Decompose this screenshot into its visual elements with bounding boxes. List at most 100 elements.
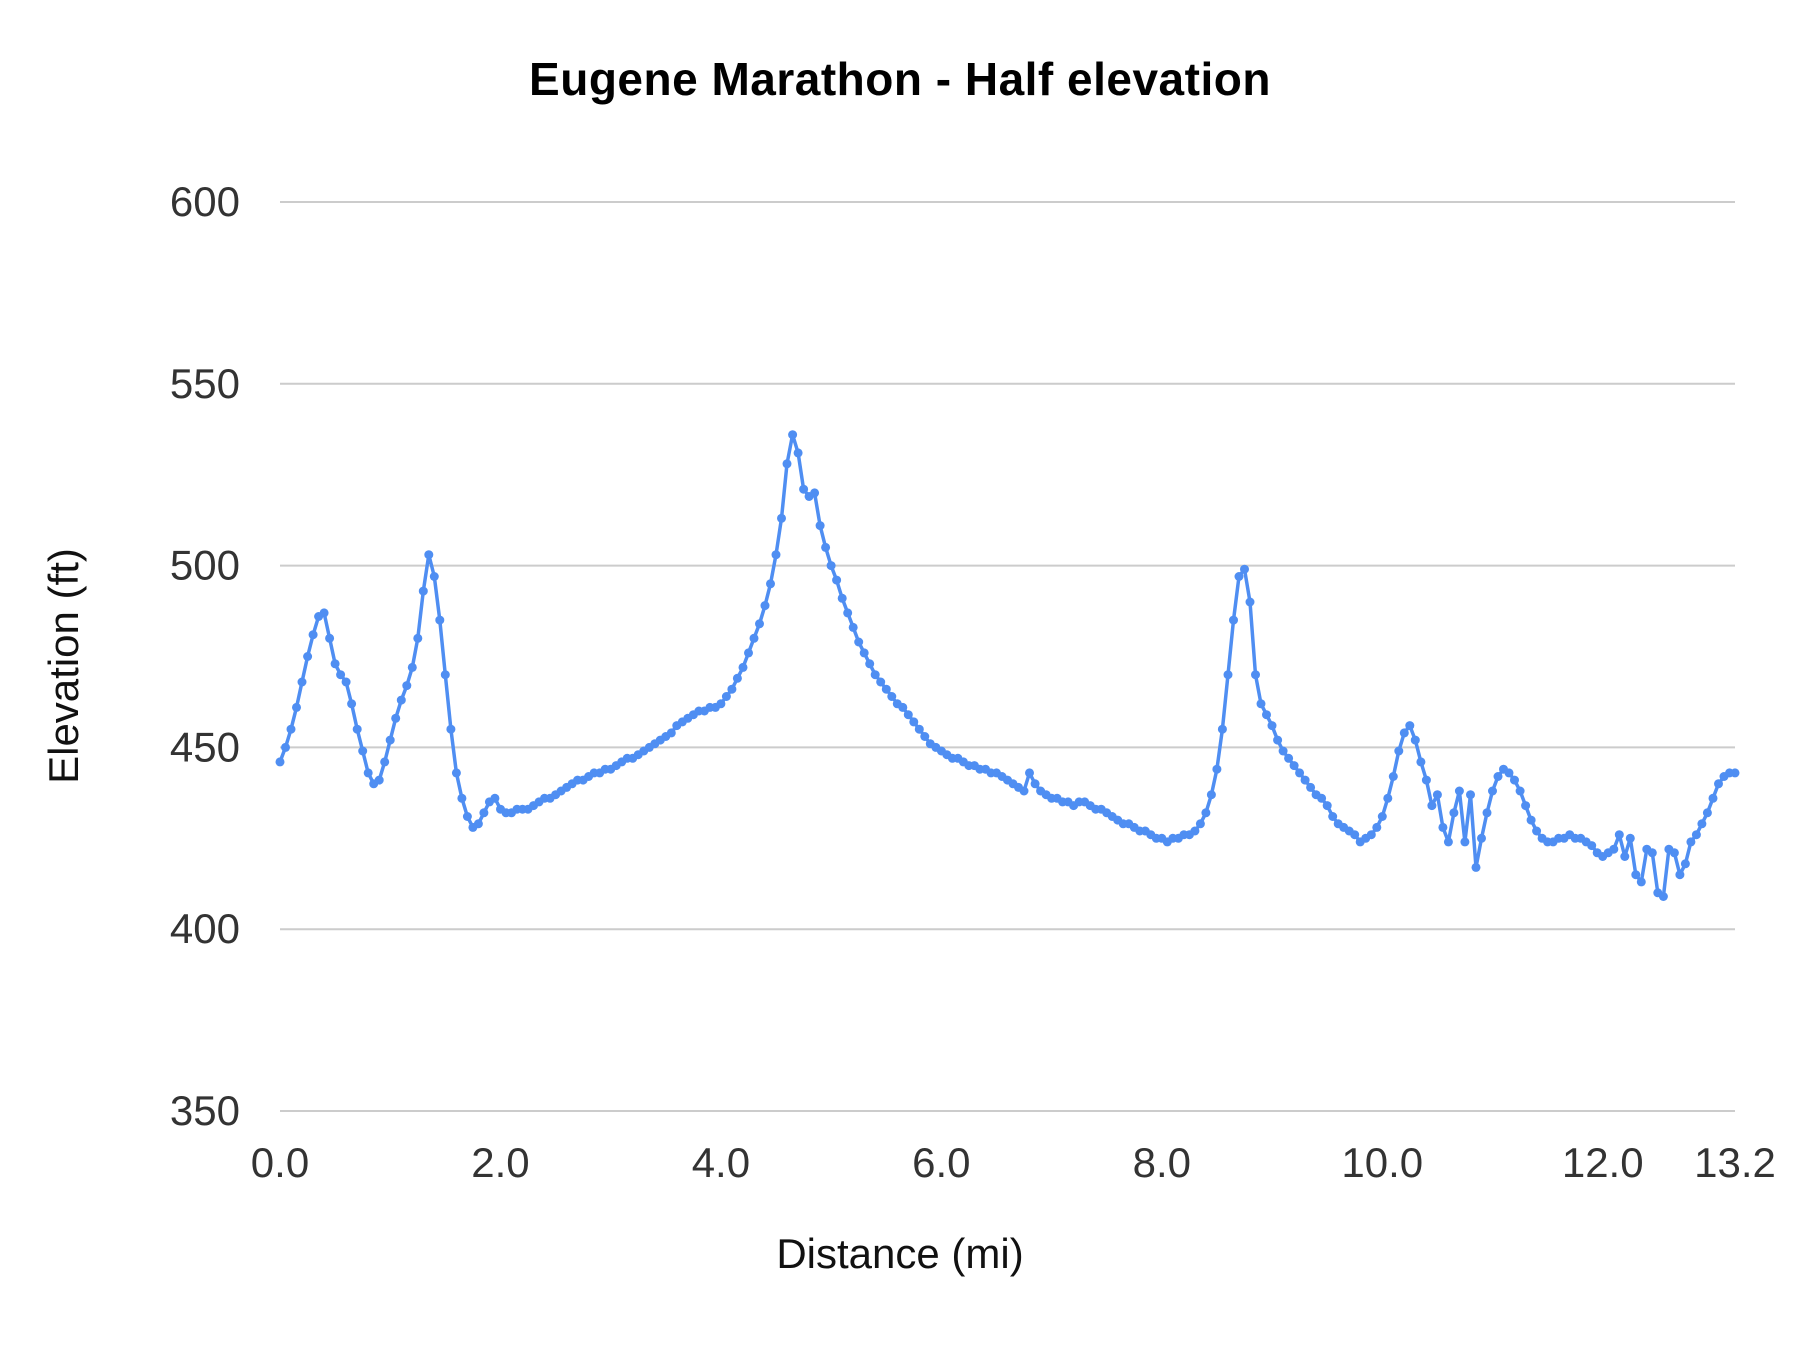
x-tick-label: 4.0 <box>692 1139 750 1186</box>
data-point <box>297 677 307 687</box>
data-point <box>810 488 820 498</box>
data-point <box>732 673 742 683</box>
data-point <box>1620 852 1630 861</box>
data-point <box>1488 786 1497 796</box>
data-point <box>876 677 886 687</box>
data-point <box>319 608 329 618</box>
data-point <box>1443 837 1453 847</box>
data-point <box>1223 670 1233 680</box>
data-point <box>286 724 296 734</box>
data-point <box>1515 786 1525 796</box>
data-point <box>1460 837 1470 847</box>
data-point <box>1675 870 1685 880</box>
data-point <box>352 724 362 734</box>
data-point <box>385 735 395 745</box>
chart-title: Eugene Marathon - Half elevation <box>529 53 1271 105</box>
data-point <box>1295 768 1305 778</box>
y-tick-label: 450 <box>170 723 240 770</box>
data-point <box>1680 859 1690 869</box>
y-tick-label: 500 <box>170 542 240 589</box>
data-point <box>281 742 290 752</box>
data-point <box>1504 768 1514 778</box>
data-point <box>1636 877 1646 887</box>
data-point <box>1691 830 1701 840</box>
data-point <box>347 699 357 709</box>
data-point <box>1697 819 1707 829</box>
data-point <box>325 633 335 643</box>
data-point <box>413 633 423 643</box>
data-point <box>1702 808 1712 818</box>
data-point <box>721 692 731 701</box>
data-point <box>1251 670 1260 680</box>
data-point <box>1206 790 1216 800</box>
data-point <box>308 630 318 640</box>
data-point <box>1019 786 1029 796</box>
data-point <box>1394 746 1404 756</box>
data-point <box>815 521 825 531</box>
data-point <box>402 681 412 691</box>
data-point <box>1714 779 1723 789</box>
x-tick-label: 10.0 <box>1341 1139 1423 1186</box>
data-point <box>865 659 875 669</box>
x-tick-label: 13.2 <box>1694 1139 1776 1186</box>
x-tick-label: 6.0 <box>912 1139 970 1186</box>
data-point <box>1410 735 1420 745</box>
data-point <box>1658 892 1668 901</box>
data-point <box>391 713 401 723</box>
data-point <box>666 728 676 738</box>
data-point <box>1377 812 1387 821</box>
data-point <box>490 793 500 803</box>
data-point <box>1631 870 1641 880</box>
data-point <box>1317 793 1327 803</box>
y-tick-label: 600 <box>170 178 240 225</box>
y-tick-label: 550 <box>170 360 240 407</box>
data-point <box>303 652 313 661</box>
data-point <box>435 615 445 625</box>
data-point <box>920 732 930 741</box>
data-point <box>1273 735 1283 745</box>
data-point <box>473 819 483 829</box>
data-point <box>457 793 467 803</box>
data-point <box>1256 699 1266 709</box>
data-point <box>1366 830 1376 840</box>
data-point <box>826 561 836 571</box>
data-point <box>424 550 434 560</box>
data-point <box>1383 793 1393 803</box>
data-point <box>330 659 340 669</box>
data-point <box>1614 830 1624 840</box>
data-point <box>380 757 390 767</box>
x-tick-label: 12.0 <box>1562 1139 1644 1186</box>
data-point <box>418 586 428 596</box>
data-point <box>1432 790 1442 800</box>
data-point <box>275 757 285 767</box>
data-point <box>903 710 913 720</box>
data-point <box>1449 808 1459 818</box>
data-point <box>749 633 759 643</box>
data-point <box>440 670 450 680</box>
x-tick-labels: 0.0 2.0 4.0 6.0 8.0 10.0 12.0 13.2 <box>251 1139 1776 1186</box>
data-point <box>1421 775 1431 785</box>
data-point <box>1030 779 1040 789</box>
data-point <box>1625 833 1635 843</box>
data-point <box>870 670 880 680</box>
data-point <box>1262 710 1271 720</box>
data-point <box>1322 801 1332 811</box>
data-point <box>1388 772 1398 781</box>
y-tick-label: 400 <box>170 905 240 952</box>
data-point <box>1471 862 1481 872</box>
x-tick-label: 8.0 <box>1133 1139 1191 1186</box>
data-point <box>859 648 869 658</box>
y-tick-labels: 350 400 450 500 550 600 <box>170 178 240 1134</box>
data-point <box>788 430 798 440</box>
data-point <box>1482 808 1492 818</box>
data-point <box>1300 775 1310 785</box>
data-point <box>1730 768 1740 778</box>
data-point <box>1532 826 1542 836</box>
data-point <box>1350 830 1360 840</box>
data-point <box>760 601 770 611</box>
data-point <box>766 579 775 589</box>
data-point <box>407 662 417 672</box>
data-point <box>396 695 406 705</box>
data-point <box>374 775 384 785</box>
